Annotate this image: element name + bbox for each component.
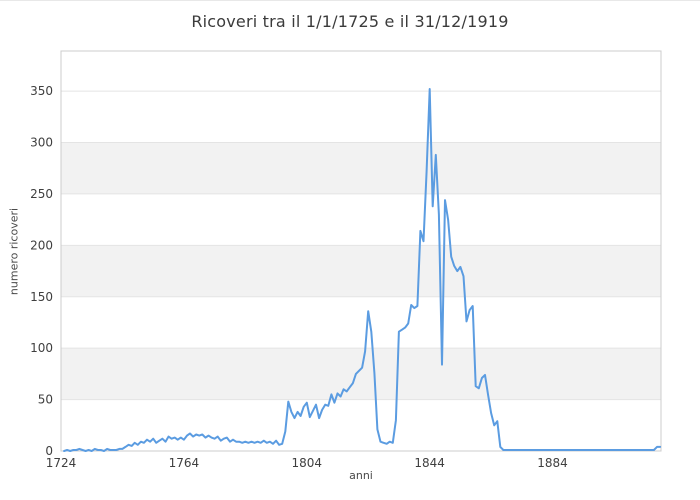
x-tick-label: 1804 xyxy=(292,456,323,470)
y-tick-label: 50 xyxy=(38,393,53,407)
x-tick-label: 1724 xyxy=(46,456,77,470)
y-tick-label: 250 xyxy=(30,187,53,201)
x-tick-label: 1884 xyxy=(537,456,568,470)
y-tick-label: 100 xyxy=(30,341,53,355)
x-axis-title: anni xyxy=(349,469,373,482)
plot-band xyxy=(61,142,661,194)
plot-band xyxy=(61,348,661,400)
y-tick-label: 200 xyxy=(30,238,53,252)
y-tick-label: 150 xyxy=(30,290,53,304)
chart-title: Ricoveri tra il 1/1/1725 e il 31/12/1919 xyxy=(191,12,509,31)
x-tick-label: 1764 xyxy=(169,456,200,470)
x-tick-label: 1844 xyxy=(414,456,445,470)
y-tick-label: 350 xyxy=(30,84,53,98)
y-tick-label: 300 xyxy=(30,136,53,150)
y-tick-label: 0 xyxy=(45,444,53,458)
plot-band xyxy=(61,245,661,297)
plot-border xyxy=(60,50,662,452)
data-line xyxy=(63,88,662,452)
